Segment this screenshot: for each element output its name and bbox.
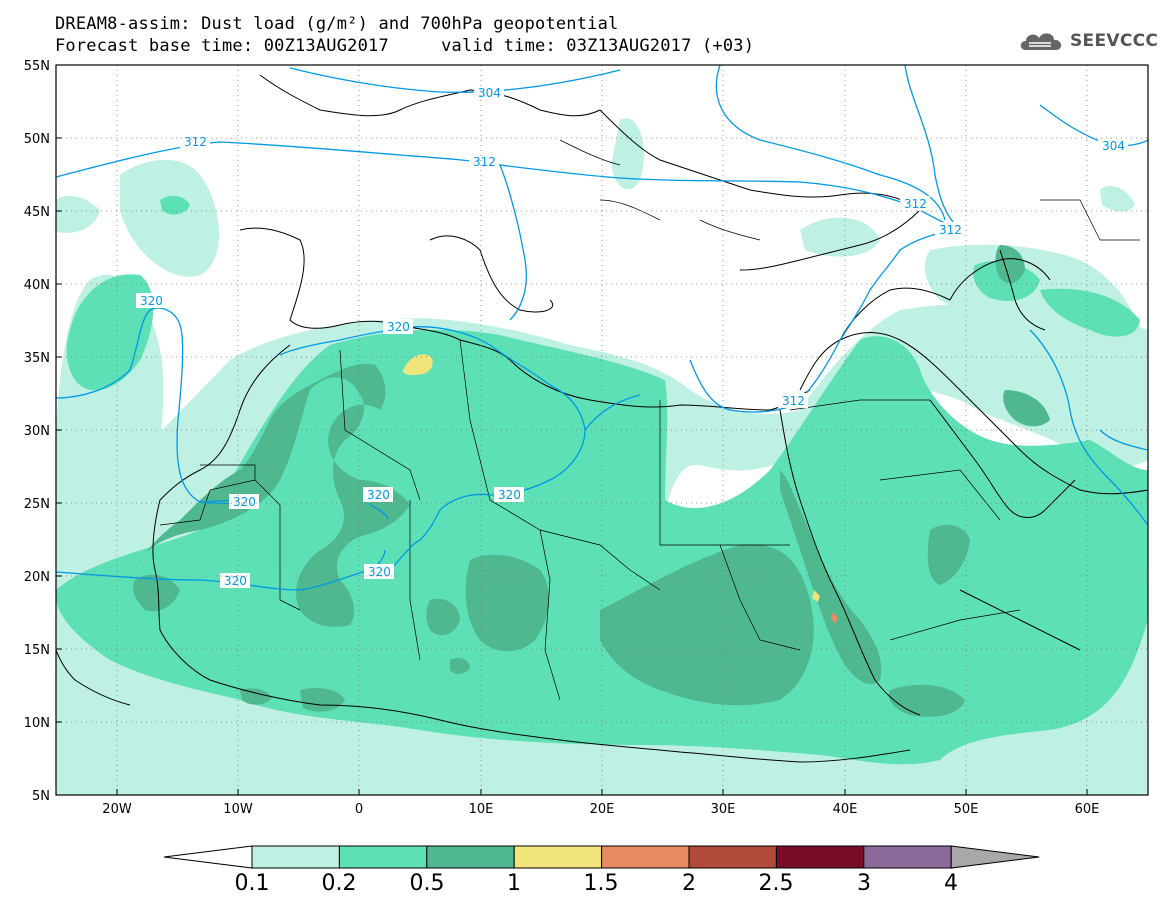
contour-label: 320	[368, 565, 391, 579]
grid-lines	[56, 65, 1148, 795]
dust-contour-1-red-sea	[812, 590, 820, 602]
contour-label: 312	[184, 135, 207, 149]
contour-label: 304	[1102, 139, 1125, 153]
dust-contour-1.5	[831, 612, 838, 624]
dust-contour-1	[402, 354, 433, 375]
contour-label: 320	[367, 488, 390, 502]
lon-label: 0	[355, 802, 363, 817]
lat-label: 25N	[24, 497, 50, 512]
lon-label: 10W	[223, 802, 253, 817]
contour-label: 320	[387, 320, 410, 334]
logo-text: SEEVCCC	[1070, 31, 1159, 51]
lon-label: 60E	[1075, 802, 1100, 817]
lon-label: 50E	[954, 802, 979, 817]
lon-label: 30E	[711, 802, 736, 817]
lat-label: 5N	[32, 789, 50, 804]
lon-label: 20W	[102, 802, 132, 817]
lat-label: 40N	[24, 278, 50, 293]
lon-label: 40E	[833, 802, 858, 817]
lat-label: 35N	[24, 351, 50, 366]
contour-label: 320	[224, 574, 247, 588]
dust-contour-0.5	[133, 245, 1050, 717]
forecast-time-line: Forecast base time: 00Z13AUG2017 valid t…	[55, 36, 755, 56]
contour-label-group: 304 304 312 312 312 312 320 320 320 320 …	[136, 85, 1128, 588]
contour-label: 320	[140, 294, 163, 308]
lat-label: 45N	[24, 205, 50, 220]
contour-label: 320	[233, 495, 256, 509]
contour-label: 312	[473, 155, 496, 169]
lat-label: 20N	[24, 570, 50, 585]
seevccc-logo: SEEVCCC	[1018, 26, 1158, 56]
cloud-icon	[1020, 33, 1062, 50]
map-title: DREAM8-assim: Dust load (g/m²) and 700hP…	[55, 14, 619, 34]
lon-label: 10E	[469, 802, 494, 817]
lat-label: 55N	[24, 59, 50, 74]
latitude-labels: 55N 50N 45N 40N 35N 30N 25N 20N 15N 10N …	[24, 59, 50, 804]
contour-label: 312	[904, 197, 927, 211]
geopotential-contours	[56, 65, 1148, 591]
lon-label: 20E	[590, 802, 615, 817]
lat-label: 50N	[24, 132, 50, 147]
lat-label: 30N	[24, 424, 50, 439]
contour-label: 312	[939, 223, 962, 237]
longitude-labels: 20W 10W 0 10E 20E 30E 40E 50E 60E	[102, 802, 1099, 817]
contour-label: 320	[498, 488, 521, 502]
contour-label: 312	[782, 394, 805, 408]
lat-label: 10N	[24, 716, 50, 731]
axis-ticks	[56, 64, 1088, 796]
lat-label: 15N	[24, 643, 50, 658]
contour-label: 304	[478, 86, 501, 100]
